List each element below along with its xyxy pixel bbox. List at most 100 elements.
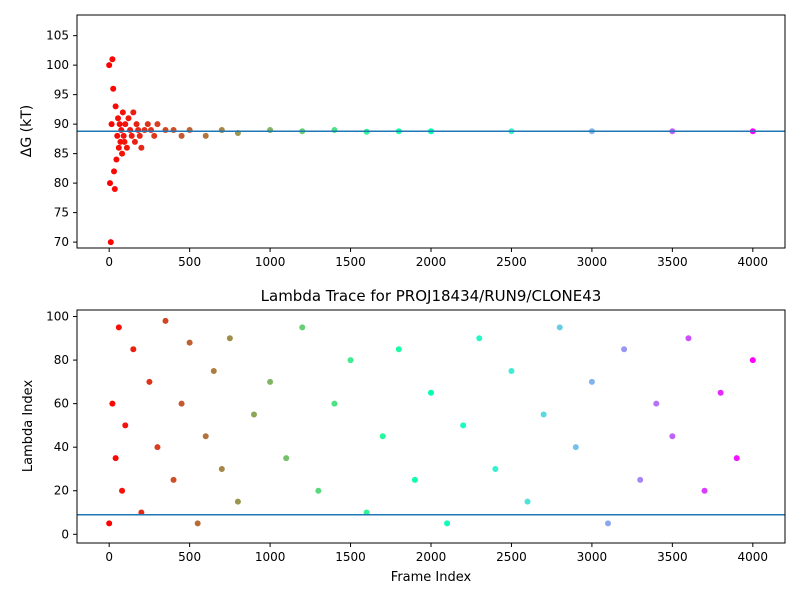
- x-tick-label: 4000: [738, 550, 769, 564]
- x-tick-label: 2000: [416, 255, 447, 269]
- chart-title: Lambda Trace for PROJ18434/RUN9/CLONE43: [261, 287, 602, 305]
- data-point: [109, 56, 116, 63]
- data-point: [133, 121, 140, 128]
- data-point: [556, 324, 563, 331]
- x-tick-label: 1000: [255, 550, 286, 564]
- x-tick-label: 4000: [738, 255, 769, 269]
- data-point: [136, 132, 143, 139]
- data-point: [347, 357, 354, 364]
- data-point: [123, 144, 130, 151]
- y-axis-label: ΔG (kT): [19, 105, 35, 157]
- data-point: [524, 498, 531, 505]
- data-point: [492, 465, 499, 472]
- data-point: [115, 144, 122, 151]
- data-point: [331, 400, 338, 407]
- data-point: [109, 400, 116, 407]
- data-point: [218, 127, 225, 134]
- y-tick-label: 20: [54, 484, 69, 498]
- data-point: [621, 346, 628, 353]
- data-point: [267, 378, 274, 385]
- data-point: [226, 335, 233, 342]
- data-point: [653, 400, 660, 407]
- x-tick-label: 1500: [335, 255, 366, 269]
- data-point: [154, 121, 161, 128]
- lambda-scatter: [106, 317, 756, 527]
- data-point: [395, 346, 402, 353]
- data-point: [444, 520, 451, 527]
- data-point: [120, 132, 127, 139]
- data-point: [540, 411, 547, 418]
- data-point: [194, 520, 201, 527]
- data-point: [202, 433, 209, 440]
- data-point: [127, 127, 134, 134]
- y-tick-label: 75: [54, 206, 69, 220]
- data-point: [331, 127, 338, 134]
- y-tick-label: 100: [46, 58, 69, 72]
- x-axis-ticks: 0 500 1000 1500 2000 2500 3000 3500 4000: [105, 543, 768, 564]
- y-tick-label: 85: [54, 147, 69, 161]
- x-tick-label: 2500: [496, 255, 527, 269]
- data-point: [162, 317, 169, 324]
- y-tick-label: 80: [54, 176, 69, 190]
- data-point: [476, 335, 483, 342]
- plot-frame: [76, 309, 786, 544]
- data-point: [669, 433, 676, 440]
- data-point: [151, 132, 158, 139]
- data-point: [121, 138, 128, 145]
- data-point: [119, 109, 126, 116]
- data-point: [186, 339, 193, 346]
- data-point: [114, 132, 121, 139]
- y-tick-label: 60: [54, 397, 69, 411]
- data-point: [717, 389, 724, 396]
- y-tick-label: 95: [54, 88, 69, 102]
- x-tick-label: 3500: [657, 550, 688, 564]
- data-point: [148, 127, 155, 134]
- data-point: [460, 422, 467, 429]
- data-point: [141, 127, 148, 134]
- x-tick-label: 1000: [255, 255, 286, 269]
- data-point: [106, 180, 113, 187]
- data-point: [685, 335, 692, 342]
- x-tick-label: 2500: [496, 550, 527, 564]
- data-point: [130, 109, 137, 116]
- data-point: [428, 389, 434, 396]
- x-tick-label: 0: [105, 255, 113, 269]
- data-point: [115, 115, 122, 122]
- delta-g-panel: 0 500 1000 1500 2000 2500 3000 3500 4000 70 75 80 8…: [19, 14, 786, 269]
- data-point: [588, 378, 595, 385]
- y-tick-label: 80: [54, 353, 69, 367]
- data-point: [131, 138, 138, 145]
- y-tick-label: 90: [54, 117, 69, 131]
- x-tick-label: 3000: [577, 550, 608, 564]
- data-point: [508, 367, 515, 374]
- x-tick-label: 500: [178, 550, 201, 564]
- data-point: [154, 444, 161, 451]
- y-tick-label: 100: [46, 310, 69, 324]
- x-axis-label: Frame Index: [391, 570, 472, 585]
- y-tick-label: 0: [61, 527, 69, 541]
- data-point: [178, 400, 185, 407]
- data-point: [749, 357, 756, 364]
- lambda-panel: Lambda Trace for PROJ18434/RUN9/CLONE43 …: [21, 287, 786, 585]
- y-tick-label: 40: [54, 440, 69, 454]
- data-point: [411, 476, 418, 483]
- data-point: [283, 455, 290, 462]
- data-point: [111, 186, 118, 193]
- data-point: [106, 62, 113, 69]
- data-point: [107, 239, 114, 246]
- data-point: [733, 455, 740, 462]
- y-tick-label: 70: [54, 235, 69, 249]
- data-point: [138, 144, 145, 151]
- data-point: [112, 103, 119, 110]
- data-point: [115, 324, 122, 331]
- x-axis-ticks: 0 500 1000 1500 2000 2500 3000 3500 4000: [105, 248, 768, 269]
- data-point: [128, 132, 135, 139]
- data-point: [130, 346, 137, 353]
- data-point: [122, 121, 129, 128]
- data-point: [119, 487, 126, 494]
- data-point: [146, 378, 153, 385]
- data-point: [113, 156, 120, 163]
- data-point: [637, 476, 644, 483]
- data-point: [118, 127, 125, 134]
